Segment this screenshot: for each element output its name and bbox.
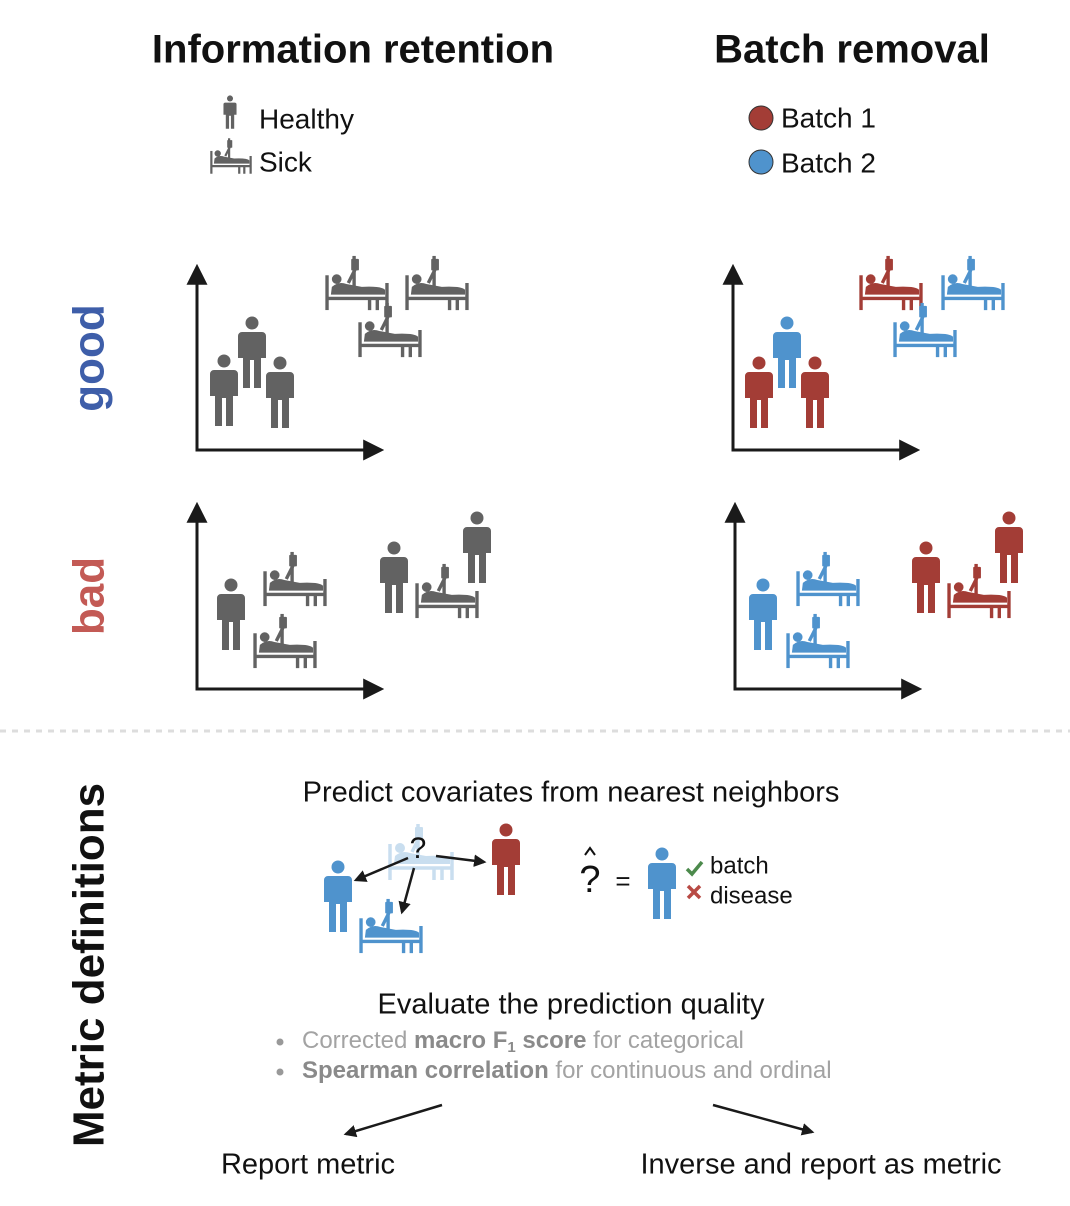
bullet-part: 1 (507, 1039, 515, 1056)
person-icon (912, 541, 940, 613)
person-icon (463, 511, 491, 583)
bed-icon (325, 254, 389, 312)
bullet-part: score (516, 1027, 587, 1054)
outcome-label: batch (710, 852, 769, 879)
step-title: Predict covariates from nearest neighbor… (303, 777, 840, 809)
icon-group (745, 254, 1005, 428)
outcome-label: disease (710, 882, 793, 909)
step-title: Evaluate the prediction quality (378, 989, 765, 1021)
bed-icon (415, 562, 479, 620)
legend-label: Sick (259, 146, 313, 177)
prediction-icon (648, 847, 676, 919)
bed-icon (893, 301, 957, 359)
neighbor-icon (492, 823, 520, 895)
bed-icon (358, 301, 422, 359)
report-label: Report metric (221, 1149, 395, 1181)
bed-icon (941, 254, 1005, 312)
report-label: Inverse and report as metric (640, 1149, 1001, 1181)
person-icon (745, 356, 773, 428)
column-title: Information retention (152, 28, 554, 72)
neighbor-icon (324, 860, 352, 932)
bed-icon (859, 254, 923, 312)
bed-icon (263, 550, 327, 608)
report-arrows (343, 1103, 815, 1138)
icon-group (210, 254, 469, 428)
bed-icon (796, 550, 860, 608)
bullet-text: Spearman correlation for continuous and … (302, 1057, 832, 1084)
person-icon (380, 541, 408, 613)
legend-label: Batch 2 (781, 147, 876, 178)
healthy-icon (223, 95, 237, 129)
legend-label: Healthy (259, 103, 354, 134)
person-icon (238, 316, 266, 388)
column-title: Batch removal (714, 28, 990, 72)
section-label: Metric definitions (65, 783, 114, 1147)
bullet-text: Corrected macro F1 score for categorical (302, 1027, 744, 1056)
person-icon (217, 578, 245, 650)
legend-label: Batch 1 (781, 102, 876, 133)
neighbor-arrows (353, 854, 487, 915)
bed-icon (786, 612, 850, 670)
legend-swatch (748, 149, 774, 175)
equals: = (615, 866, 630, 896)
axes (186, 263, 923, 700)
row-label: good (65, 304, 114, 412)
person-icon (210, 354, 238, 426)
person-icon (266, 356, 294, 428)
person-icon (995, 511, 1023, 583)
bullet-part: Corrected (302, 1027, 414, 1054)
bullet-dot (276, 1068, 284, 1076)
query-mark: ? (410, 832, 427, 865)
prediction-symbol: ? (579, 859, 600, 901)
bed-icon (947, 562, 1011, 620)
bullet-part: for continuous and ordinal (549, 1057, 832, 1084)
sick-icon (210, 137, 252, 175)
cross-icon (686, 884, 702, 900)
bullet-part: for categorical (586, 1027, 743, 1054)
bed-icon (405, 254, 469, 312)
bullet-dot (276, 1038, 284, 1046)
bullet-part: macro F (414, 1027, 507, 1054)
row-label: bad (65, 557, 114, 635)
legend-swatch (748, 105, 774, 131)
person-icon (773, 316, 801, 388)
hat (584, 846, 596, 856)
neighbor-icon (359, 897, 423, 955)
icon-group (749, 511, 1023, 670)
person-icon (749, 578, 777, 650)
bed-icon (253, 612, 317, 670)
icon-group (217, 511, 491, 670)
bullet-part: Spearman correlation (302, 1057, 549, 1084)
check-icon (685, 860, 704, 877)
person-icon (801, 356, 829, 428)
